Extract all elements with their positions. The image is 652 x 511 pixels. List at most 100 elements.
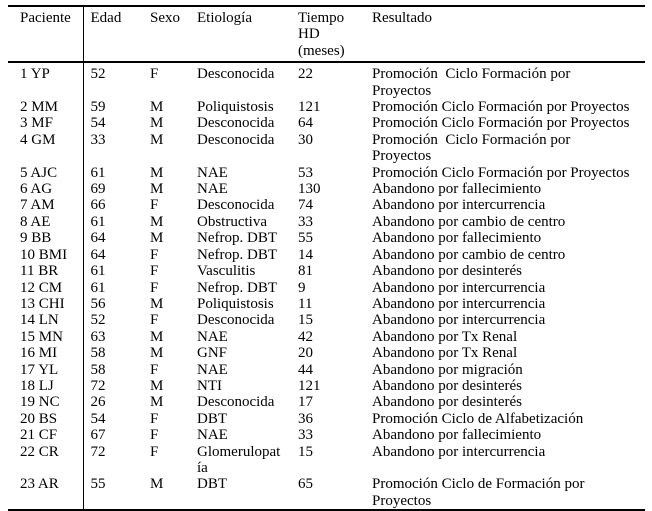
cell-resultado: Promoción Ciclo Formación por Proyectos [372, 164, 630, 181]
column-header-tiempo-hd: Tiempo HD (meses) [298, 10, 345, 59]
cell-resultado: Promoción Ciclo de Alfabetización [372, 410, 584, 427]
cell-paciente: 1 YP [8, 62, 84, 100]
cell-edad: 54 [90, 115, 106, 132]
cell-paciente: 22 CR [8, 443, 84, 477]
cell-sexo: M [150, 230, 164, 247]
cell-sexo: F [150, 410, 159, 427]
cell-resultado: Abandono por intercurrencia [372, 197, 546, 214]
cell-edad: 52 [90, 66, 106, 83]
cell-resultado: Abandono por intercurrencia [372, 279, 546, 296]
cell-edad: 58 [90, 345, 106, 362]
table-row: 10 BMI 64 F Nefrop. DBT 14 Abandono por cambi… [8, 246, 645, 264]
cell-tiempo: 121 [298, 99, 321, 116]
cell-etiologia: Poliquistosis [197, 295, 274, 312]
cell-etiologia: Desconocida [197, 197, 275, 214]
cell-etiologia: Nefrop. DBT [197, 230, 277, 247]
cell-sexo: F [150, 66, 159, 83]
cell-etiologia: Nefrop. DBT [197, 279, 277, 296]
table-row: 13 CHI 56 M Poliquistosis 11 Abandono por int… [8, 295, 645, 313]
cell-sexo: F [150, 312, 159, 329]
table-row: 9 BB 64 M Nefrop. DBT 55 Abandono por falleci… [8, 230, 645, 247]
cell-resultado: Abandono por desinterés [372, 394, 522, 411]
cell-paciente: 12 CM [8, 279, 84, 296]
cell-tiempo: 42 [298, 328, 313, 345]
cell-etiologia: NAE [197, 164, 228, 181]
cell-sexo: M [150, 213, 164, 230]
cell-resultado: Abandono por migración [372, 361, 523, 378]
cell-paciente: 2 MM [8, 99, 84, 116]
cell-paciente: 10 BMI [8, 246, 84, 264]
cell-paciente: 3 MF [8, 115, 84, 132]
cell-resultado: Abandono por intercurrencia [372, 312, 546, 329]
cell-edad: 61 [90, 263, 106, 280]
cell-etiologia: DBT [197, 476, 227, 493]
cell-paciente: 20 BS [8, 410, 84, 428]
cell-resultado: Promoción Ciclo Formación por Proyectos [372, 66, 571, 99]
cell-etiologia: Glomerulopatía [197, 443, 281, 476]
cell-tiempo: 65 [298, 476, 313, 493]
cell-edad: 66 [90, 197, 106, 214]
cell-etiologia: NAE [197, 328, 228, 345]
column-header-sexo: Sexo [150, 10, 180, 26]
cell-resultado: Abandono por cambio de centro [372, 246, 566, 263]
cell-edad: 72 [90, 377, 106, 394]
cell-etiologia: Nefrop. DBT [197, 246, 277, 263]
cell-edad: 61 [90, 279, 106, 296]
table-row: 18 LJ 72 M NTI 121 Abandono por desinterés [8, 377, 645, 395]
cell-tiempo: 130 [298, 181, 321, 198]
cell-paciente: 6 AG [8, 181, 84, 198]
cell-tiempo: 30 [298, 131, 313, 148]
cell-edad: 55 [90, 476, 106, 493]
cell-resultado: Abandono por fallecimiento [372, 427, 542, 444]
cell-resultado: Abandono por desinterés [372, 377, 522, 394]
cell-edad: 64 [90, 230, 106, 247]
cell-paciente: 11 BR [8, 263, 84, 280]
cell-etiologia: Vasculitis [197, 263, 256, 280]
cell-edad: 63 [90, 328, 106, 345]
cell-etiologia: NAE [197, 427, 228, 444]
cell-sexo: F [150, 443, 159, 460]
column-header-etiologia: Etiología [197, 10, 252, 26]
table-row: 19 NC 26 M Desconocida 17 Abandono por desint… [8, 394, 645, 411]
cell-paciente: 7 AM [8, 197, 84, 214]
cell-edad: 67 [90, 427, 106, 444]
cell-paciente: 16 MI [8, 345, 84, 362]
cell-sexo: M [150, 99, 164, 116]
cell-paciente: 23 AR [8, 476, 84, 511]
cell-tiempo: 74 [298, 197, 313, 214]
cell-paciente: 15 MN [8, 328, 84, 346]
cell-sexo: F [150, 246, 159, 263]
cell-sexo: M [150, 345, 164, 362]
cell-tiempo: 64 [298, 115, 313, 132]
cell-edad: 52 [90, 312, 106, 329]
cell-tiempo: 20 [298, 345, 313, 362]
cell-tiempo: 53 [298, 164, 313, 181]
cell-paciente: 13 CHI [8, 295, 84, 313]
cell-tiempo: 121 [298, 377, 321, 394]
cell-edad: 33 [90, 131, 106, 148]
cell-sexo: M [150, 115, 164, 132]
cell-resultado: Abandono por cambio de centro [372, 213, 566, 230]
cell-paciente: 5 AJC [8, 164, 84, 182]
table-row: 20 BS 54 F DBT 36 Promoción Ciclo de Alfabeti… [8, 410, 645, 428]
cell-paciente: 8 AE [8, 213, 84, 231]
table-row: 22 CR 72 F Glomerulopatía 15 Abandono por int… [8, 443, 645, 477]
cell-resultado: Promoción Ciclo Formación por Proyectos [372, 115, 630, 132]
cell-paciente: 18 LJ [8, 377, 84, 395]
cell-edad: 54 [90, 410, 106, 427]
cell-edad: 26 [90, 394, 106, 411]
table-row: 21 CF 67 F NAE 33 Abandono por fallecimiento [8, 427, 645, 444]
cell-resultado: Promoción Ciclo Formación por Proyectos [372, 99, 630, 116]
cell-edad: 72 [90, 443, 106, 460]
cell-sexo: F [150, 279, 159, 296]
cell-etiologia: NAE [197, 181, 228, 198]
cell-resultado: Promoción Ciclo Formación por Proyectos [372, 131, 571, 165]
cell-edad: 61 [90, 213, 106, 230]
cell-tiempo: 22 [298, 66, 313, 83]
cell-tiempo: 36 [298, 410, 313, 427]
table-row: 7 AM 66 F Desconocida 74 Abandono por intercu… [8, 197, 645, 214]
cell-sexo: M [150, 328, 164, 345]
cell-etiologia: Desconocida [197, 312, 275, 329]
cell-sexo: M [150, 394, 164, 411]
